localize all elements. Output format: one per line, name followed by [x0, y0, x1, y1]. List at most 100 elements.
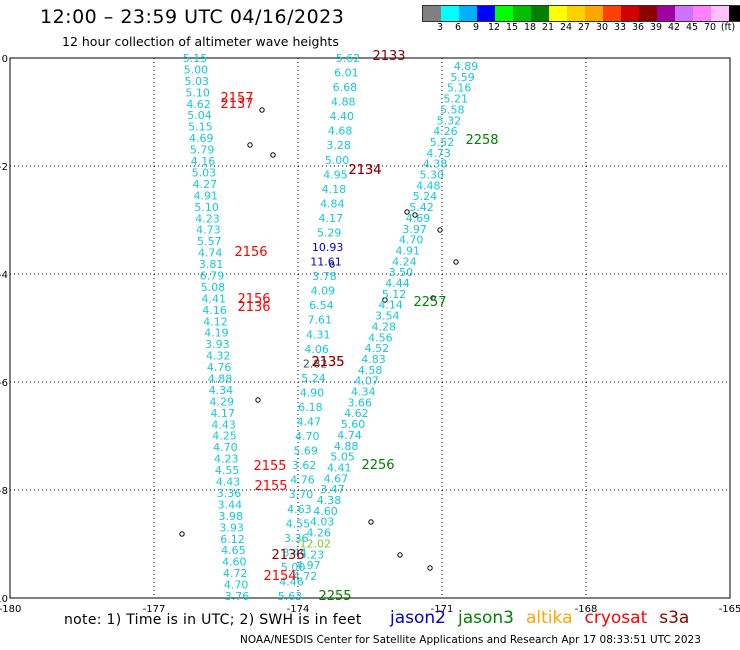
wave-height-value: 2.82	[303, 357, 328, 370]
wave-height-value: 5.42	[409, 201, 434, 214]
wave-height-value: 10.93	[312, 241, 344, 254]
wave-height-value: 4.23	[195, 212, 220, 225]
color-swatch	[567, 6, 585, 21]
wave-height-value: 3.97	[402, 223, 427, 236]
color-scale-label: 18	[523, 22, 537, 33]
wave-height-value: 3.28	[326, 139, 351, 152]
wave-height-value: 3.76	[225, 590, 250, 603]
wave-height-value: 3.62	[292, 459, 317, 472]
wave-height-value: 3.70	[289, 488, 314, 501]
island-outline	[430, 295, 436, 301]
y-tick-label: -10	[0, 594, 8, 605]
wave-height-value: 4.41	[202, 292, 227, 305]
pass-id-2155: 2155	[254, 479, 287, 494]
wave-height-value: 4.60	[313, 505, 338, 518]
wave-height-value: 4.70	[224, 579, 249, 592]
wave-height-value: 5.52	[430, 136, 455, 149]
color-swatch	[585, 6, 603, 21]
color-swatch	[693, 6, 711, 21]
wave-height-value: 4.88	[334, 440, 359, 453]
wave-height-value: 4.68	[328, 125, 353, 138]
map-frame	[9, 57, 731, 599]
wave-height-value: 4.97	[296, 559, 321, 572]
wave-height-value: 4.90	[300, 386, 325, 399]
wave-height-value: 4.07	[354, 375, 379, 388]
wave-height-value: 4.76	[290, 474, 315, 487]
wave-height-value: 3.81	[199, 258, 224, 271]
island-outline	[259, 107, 265, 113]
wave-height-value: 4.16	[191, 155, 216, 168]
wave-height-value: 5.32	[437, 114, 462, 127]
wave-height-value: 3.44	[282, 546, 307, 559]
wave-height-value: 4.31	[306, 328, 331, 341]
x-tick-label: -165	[719, 604, 740, 615]
wave-height-value: 4.12	[203, 315, 228, 328]
color-scale-label: 70	[703, 22, 717, 33]
wave-height-value: 5.23	[300, 548, 325, 561]
wave-height-value: 5.00	[184, 63, 209, 76]
wave-height-value: 7.61	[308, 314, 333, 327]
wave-height-value: 5.08	[201, 281, 226, 294]
footer-note: note: 1) Time is in UTC; 2) SWH is in fe…	[64, 612, 362, 628]
pass-id-2157: 2157	[220, 91, 253, 106]
legend-s3a: s3a	[659, 608, 690, 628]
wave-height-value: 4.34	[209, 384, 234, 397]
wave-height-value: 4.65	[221, 544, 246, 557]
wave-height-value: 5.10	[185, 86, 210, 99]
wave-height-value: 4.95	[323, 168, 348, 181]
wave-height-value: 5.58	[440, 103, 465, 116]
wave-height-value: 5.15	[183, 52, 208, 65]
pass-id-2136: 2136	[237, 300, 270, 315]
wave-height-value: 4.46	[279, 575, 304, 588]
map-title: 12:00 – 23:59 UTC 04/16/2023	[40, 6, 345, 28]
wave-height-value: 4.17	[210, 407, 235, 420]
wave-height-value: 4.55	[286, 517, 311, 530]
wave-height-value: 4.34	[351, 386, 376, 399]
wave-height-value: 3.36	[284, 532, 309, 545]
color-swatch	[729, 6, 740, 21]
color-scale-label: 9	[472, 22, 480, 33]
island-outline	[329, 262, 335, 268]
wave-height-value: 5.63	[278, 590, 303, 603]
y-tick-label: 0	[2, 54, 8, 65]
wave-height-value: 5.04	[187, 109, 212, 122]
pass-id-2156: 2156	[237, 292, 270, 307]
wave-height-value: 5.24	[301, 372, 326, 385]
island-outline	[255, 397, 261, 403]
wave-height-value: 4.23	[214, 453, 239, 466]
wave-height-value: 5.03	[192, 166, 217, 179]
wave-height-value: 5.60	[341, 418, 366, 431]
x-tick-label: -171	[431, 604, 454, 615]
wave-height-value: 4.67	[324, 472, 349, 485]
color-swatch	[459, 6, 477, 21]
island-outline	[453, 259, 459, 265]
pass-id-2135: 2135	[311, 355, 344, 370]
wave-height-value: 4.40	[329, 110, 354, 123]
color-scale-label: 30	[595, 22, 609, 33]
color-swatch	[549, 6, 567, 21]
island-outline	[368, 519, 374, 525]
wave-height-value: 5.12	[382, 288, 407, 301]
wave-height-value: 6.01	[334, 67, 359, 80]
color-scale-label: 6	[454, 22, 462, 33]
island-outline	[270, 152, 276, 158]
island-outline	[397, 552, 403, 558]
wave-height-value: 4.70	[399, 234, 424, 247]
color-scale-label: 33	[613, 22, 627, 33]
wave-height-value: 5.57	[197, 235, 222, 248]
wave-height-value: 4.55	[215, 464, 240, 477]
x-tick-label: -177	[143, 604, 166, 615]
wave-height-value: 5.05	[330, 451, 355, 464]
color-swatch	[513, 6, 531, 21]
wave-height-value: 4.09	[311, 285, 336, 298]
pass-id-2255: 2255	[318, 589, 351, 604]
y-tick-label: -2	[0, 162, 8, 173]
wave-height-value: 4.74	[198, 247, 223, 260]
y-tick-label: -4	[0, 270, 8, 281]
wave-height-value: 4.18	[322, 183, 347, 196]
legend-altika: altika	[526, 608, 573, 628]
wave-height-value: 4.89	[454, 60, 479, 73]
wave-height-value: 3.50	[389, 266, 414, 279]
wave-height-value: 4.44	[385, 277, 410, 290]
